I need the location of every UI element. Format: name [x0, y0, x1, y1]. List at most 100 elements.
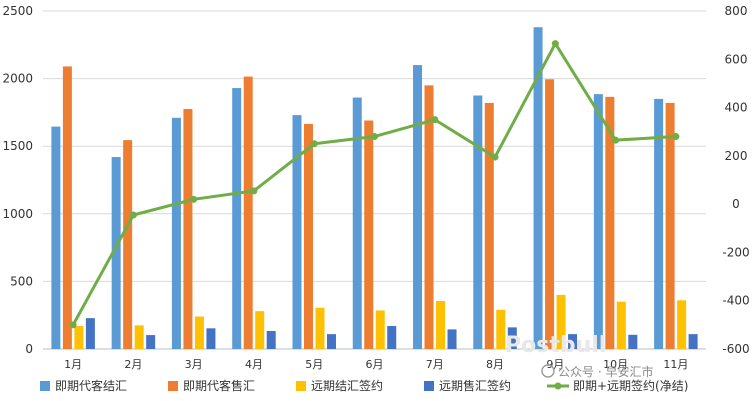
bar: [326, 334, 336, 349]
bar: [628, 334, 638, 349]
line-point: [672, 133, 680, 141]
bars: [51, 27, 698, 350]
y-right-tick: -400: [722, 294, 749, 308]
watermark-text: 公众号 · 早安汇市: [558, 364, 653, 379]
y-right-tick: 200: [725, 149, 748, 163]
line-point: [491, 153, 499, 161]
series-line: [71, 42, 676, 326]
x-axis: 1月 2月 3月 4月 5月 6月 7月 8月 9月 10月 11月: [64, 358, 688, 371]
legend-label: 即期代客结汇: [55, 378, 127, 393]
wechat-icon: [541, 364, 555, 378]
x-tick-label: 3月: [185, 358, 203, 371]
legend-label: 即期代客售汇: [183, 378, 255, 393]
y-right-tick: 400: [725, 101, 748, 115]
bar: [677, 300, 687, 349]
bar: [424, 85, 434, 350]
x-tick-label: 1月: [64, 358, 82, 371]
legend-label: 远期结汇签约: [311, 378, 383, 393]
legend-label: 即期+远期签约(净结): [573, 378, 688, 393]
bar: [593, 94, 603, 349]
x-tick-label: 2月: [124, 358, 142, 371]
bar: [364, 120, 374, 350]
net-line: [69, 40, 680, 329]
line-point: [310, 140, 318, 148]
y-left-tick: 2000: [2, 72, 33, 86]
x-tick-label: 8月: [486, 358, 504, 371]
bar: [146, 335, 156, 349]
y-left-tick: 1500: [2, 139, 33, 153]
bar: [556, 294, 566, 349]
bar: [303, 123, 313, 349]
bar: [484, 102, 494, 349]
x-tick-label: 4月: [245, 358, 263, 371]
line-point: [69, 321, 77, 329]
bar: [568, 334, 578, 349]
y-left-tick: 2500: [2, 4, 33, 18]
x-tick-label: 5月: [305, 358, 323, 371]
line-point: [431, 116, 439, 124]
y-left-tick: 1000: [2, 207, 33, 221]
x-tick-label: 11月: [663, 358, 688, 371]
bar: [183, 109, 193, 350]
legend-label: 远期售汇签约: [439, 378, 511, 393]
bar: [665, 102, 675, 349]
legend-swatch: [40, 381, 50, 391]
bar: [171, 117, 181, 349]
x-tick-label: 6月: [366, 358, 384, 371]
bar: [111, 157, 121, 349]
line-point: [129, 211, 137, 219]
bar: [507, 327, 517, 349]
bar: [134, 325, 144, 349]
bar: [62, 66, 72, 349]
x-tick-label: 10月: [603, 358, 628, 371]
x-tick-label: 7月: [426, 358, 444, 371]
watermark-logo: Postbull: [505, 333, 606, 358]
y-right-tick: 800: [725, 4, 748, 18]
bar: [533, 27, 543, 349]
x-tick-label: 9月: [546, 358, 564, 371]
bar: [545, 79, 555, 349]
bar: [352, 97, 362, 349]
y-left-tick: 0: [25, 342, 33, 356]
bar: [413, 65, 423, 349]
y-right-tick: -600: [722, 342, 749, 356]
bar: [654, 98, 664, 349]
legend: 即期代客结汇 即期代客售汇 远期结汇签约 远期售汇签约 即期+远期签约(净结): [40, 378, 688, 393]
bar: [688, 334, 698, 349]
bar: [496, 309, 506, 349]
bar: [292, 115, 302, 349]
y-left-tick: 500: [10, 274, 33, 288]
bar: [616, 301, 626, 349]
line-point: [612, 136, 620, 144]
bar: [255, 311, 265, 349]
legend-swatch: [424, 381, 434, 391]
line-point: [551, 40, 559, 48]
bar: [85, 318, 95, 349]
watermark: Postbull 公众号 · 早安汇市: [505, 333, 653, 379]
line-point: [250, 187, 258, 195]
left-axis: 0 500 1000 1500 2000 2500: [2, 4, 33, 356]
bar: [232, 88, 242, 350]
y-right-tick: 0: [732, 197, 740, 211]
bar: [194, 316, 204, 349]
legend-swatch: [168, 381, 178, 391]
y-right-tick: 600: [725, 52, 748, 66]
bar: [375, 310, 385, 349]
bar: [387, 326, 397, 349]
bar: [605, 96, 615, 350]
bar: [266, 331, 276, 349]
bar: [74, 326, 84, 349]
bar: [123, 140, 133, 349]
bar: [243, 76, 253, 350]
bar: [473, 95, 483, 349]
legend-swatch: [296, 381, 306, 391]
bar: [436, 301, 446, 349]
legend-marker: [554, 382, 562, 390]
bar: [206, 328, 216, 349]
bar: [447, 329, 457, 349]
line-point: [371, 133, 378, 141]
line-point: [190, 195, 198, 203]
y-right-tick: -200: [722, 245, 749, 259]
bar: [315, 307, 325, 349]
